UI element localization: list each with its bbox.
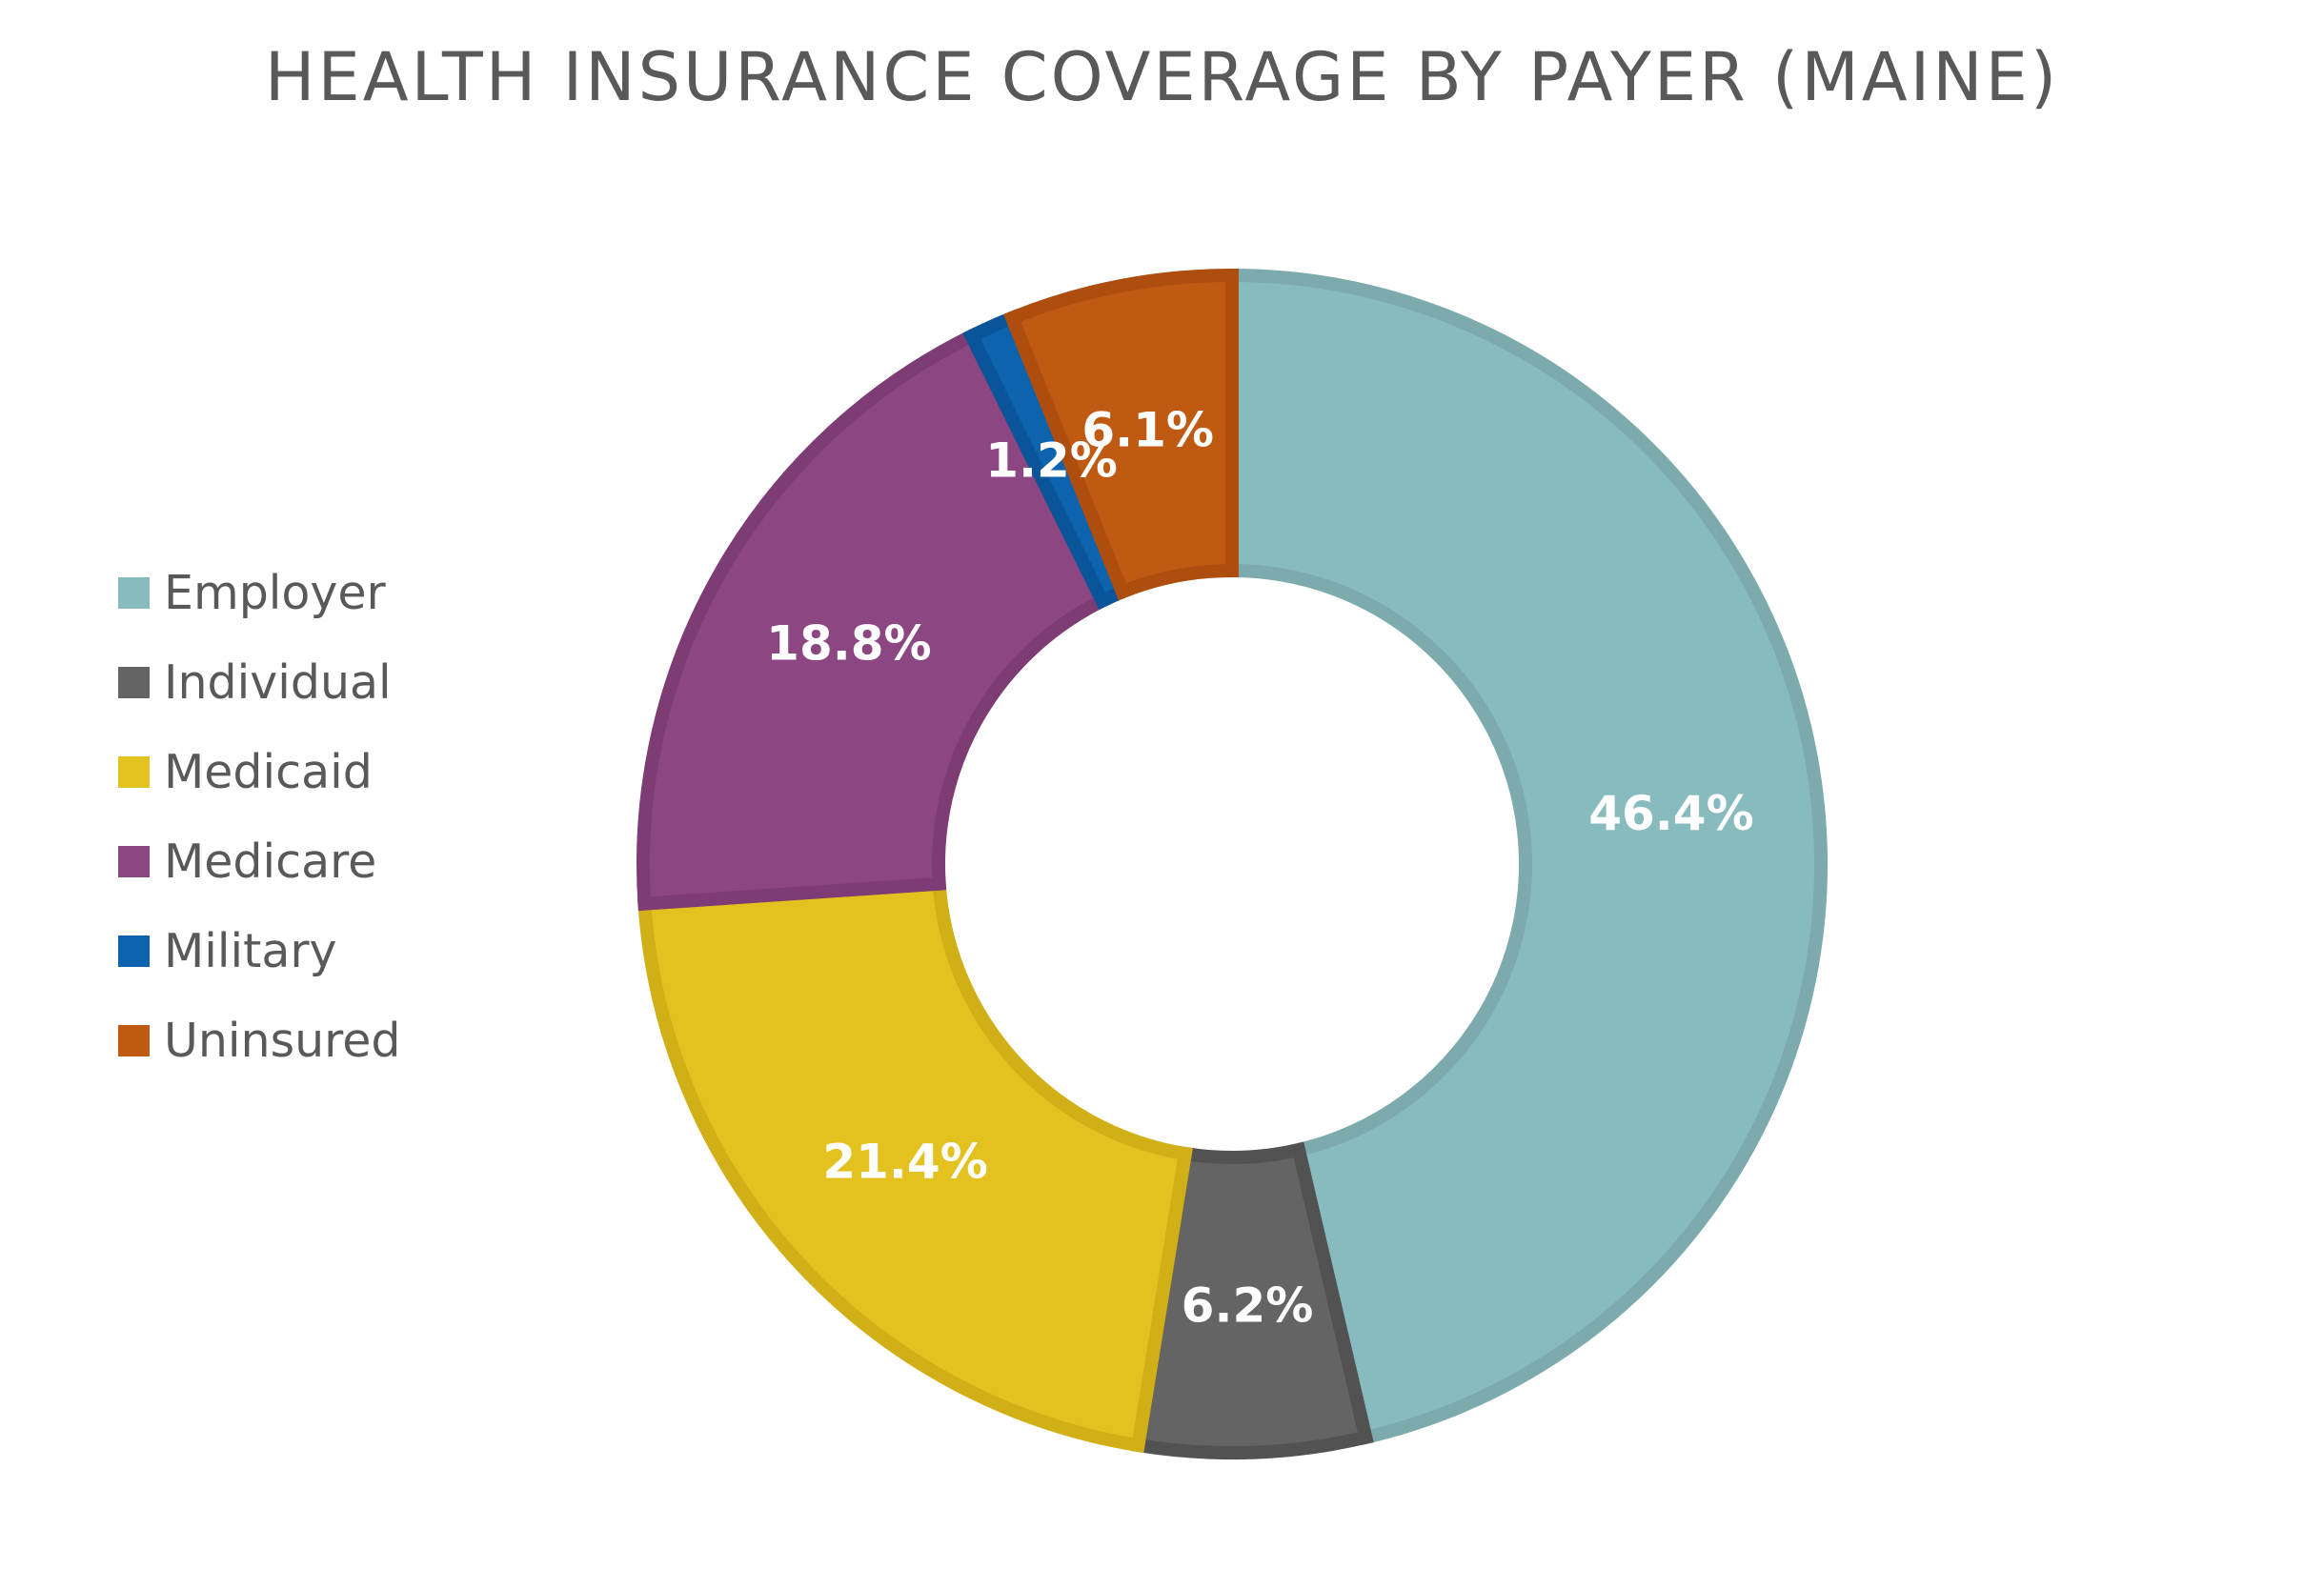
chart-title: HEALTH INSURANCE COVERAGE BY PAYER (MAIN… — [264, 38, 2060, 116]
donut-slice-uninsured[interactable] — [1003, 268, 1239, 601]
legend-item-employer[interactable]: Employer — [118, 548, 401, 637]
legend-swatch-employer — [118, 576, 150, 609]
donut-slice-medicare[interactable] — [637, 327, 1112, 912]
data-label-uninsured: 6.1% — [1081, 402, 1214, 457]
donut-data-labels: 46.4% 6.2% 21.4% 18.8% 1.2%6.1% — [766, 402, 1754, 1333]
legend-label-individual: Individual — [164, 654, 392, 710]
legend-item-uninsured[interactable]: Uninsured — [118, 996, 401, 1085]
legend-item-medicare[interactable]: Medicare — [118, 816, 401, 906]
legend-swatch-medicare — [118, 845, 150, 877]
donut-slices — [637, 268, 1828, 1459]
chart-legend: Employer Individual Medicaid Medicare Mi… — [118, 548, 401, 1085]
legend-swatch-individual — [118, 666, 150, 698]
legend-swatch-military — [118, 935, 150, 967]
legend-item-individual[interactable]: Individual — [118, 637, 401, 727]
data-label-military: 1.2% — [985, 432, 1118, 488]
donut-slice-employer[interactable] — [1225, 268, 1828, 1446]
legend-swatch-medicaid — [118, 755, 150, 788]
legend-label-medicaid: Medicaid — [164, 744, 373, 799]
donut-slice-medicaid[interactable] — [637, 876, 1193, 1454]
legend-label-employer: Employer — [164, 565, 386, 620]
legend-item-medicaid[interactable]: Medicaid — [118, 727, 401, 816]
legend-swatch-uninsured — [118, 1024, 150, 1056]
data-label-medicare: 18.8% — [766, 615, 931, 671]
data-label-employer: 46.4% — [1588, 786, 1753, 841]
data-label-individual: 6.2% — [1182, 1278, 1314, 1334]
legend-label-medicare: Medicare — [164, 834, 377, 889]
legend-label-military: Military — [164, 923, 337, 978]
legend-label-uninsured: Uninsured — [164, 1013, 401, 1068]
legend-item-military[interactable]: Military — [118, 906, 401, 996]
data-label-medicaid: 21.4% — [822, 1135, 987, 1190]
